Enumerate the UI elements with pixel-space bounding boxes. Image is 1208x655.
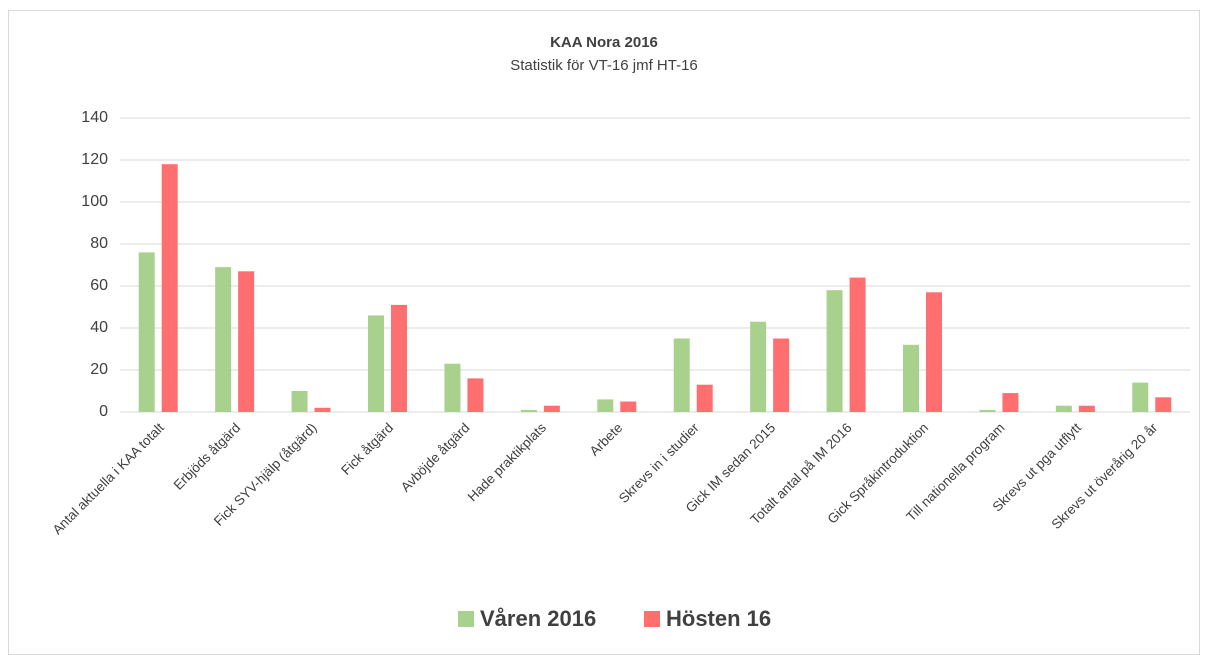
bar (444, 363, 461, 412)
bar (673, 338, 690, 412)
legend-swatch (644, 611, 660, 627)
bar (1132, 382, 1149, 412)
legend-label: Hösten 16 (666, 606, 771, 631)
bar (597, 399, 614, 412)
bar (391, 304, 407, 412)
bar (849, 277, 866, 412)
bar (750, 321, 767, 412)
bar (620, 401, 637, 412)
y-tick-label: 140 (81, 109, 108, 126)
bar (903, 344, 919, 412)
chart-frame (8, 10, 1200, 655)
bar (238, 271, 255, 412)
y-tick-label: 100 (81, 193, 108, 210)
bar (979, 409, 996, 412)
bar (368, 315, 384, 412)
bar (1055, 405, 1072, 412)
bar (291, 391, 308, 412)
bar (696, 384, 713, 412)
bar (1155, 397, 1172, 412)
bar (773, 338, 790, 412)
y-tick-label: 120 (81, 151, 108, 168)
bar (926, 292, 942, 412)
bar (1002, 393, 1019, 412)
bar (826, 290, 843, 412)
y-tick-label: 80 (90, 235, 108, 252)
bar (161, 164, 178, 412)
chart-title: KAA Nora 2016 (550, 34, 658, 51)
legend-label: Våren 2016 (480, 606, 596, 631)
bar (543, 405, 560, 412)
bar (520, 409, 537, 412)
legend-swatch (458, 611, 474, 627)
y-tick-label: 0 (99, 403, 108, 420)
y-tick-label: 20 (90, 361, 108, 378)
bar (215, 267, 232, 412)
bar (467, 378, 484, 412)
y-tick-label: 40 (90, 319, 108, 336)
bar (314, 407, 331, 412)
bar (138, 252, 155, 412)
y-tick-label: 60 (90, 277, 108, 294)
chart-subtitle: Statistik för VT-16 jmf HT-16 (510, 57, 698, 74)
bar (1078, 405, 1095, 412)
